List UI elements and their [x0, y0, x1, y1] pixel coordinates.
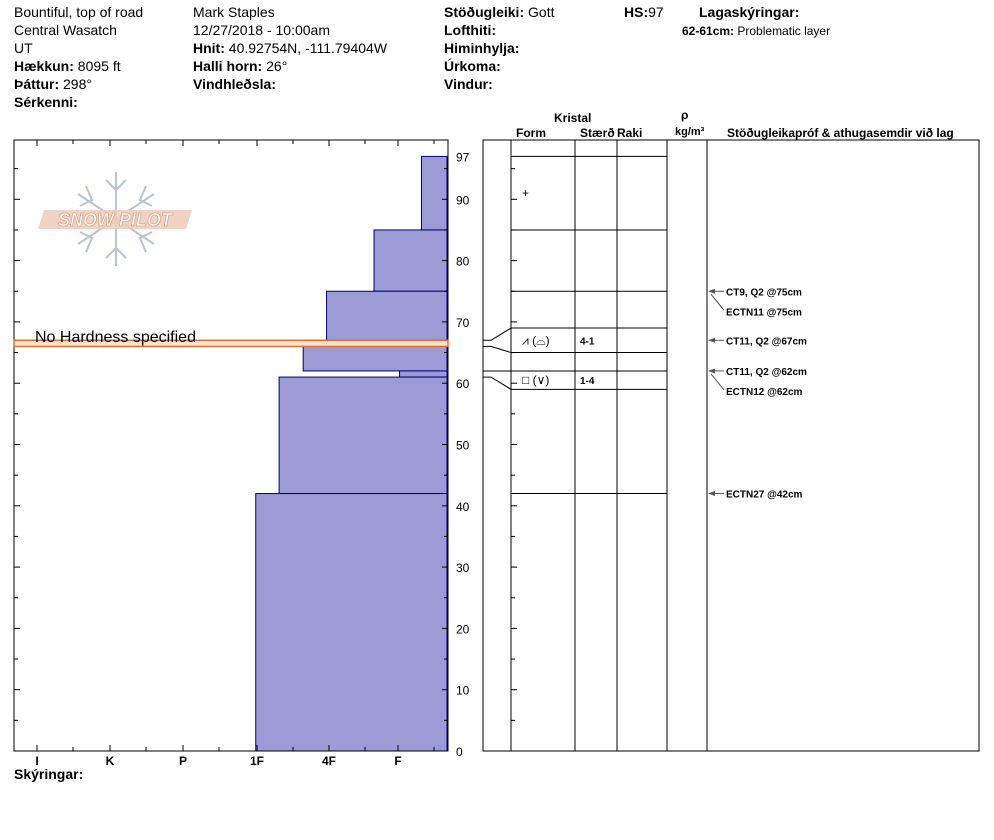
- sky-label: Himinhylja:: [444, 40, 520, 56]
- layer-note: 62-61cm: Problematic layer: [682, 23, 830, 39]
- depth-label: 20: [456, 622, 470, 636]
- logo-text: SNOW PILOT: [58, 210, 174, 230]
- slope: Halli horn: 26°: [193, 58, 287, 74]
- stability-test-label: ECTN27 @42cm: [726, 490, 803, 501]
- air-temp-label: Lofthiti:: [444, 22, 497, 38]
- location-name: Bountiful, top of road: [14, 4, 144, 20]
- crystal-size: 1-4: [580, 376, 595, 387]
- depth-label: 40: [456, 500, 470, 514]
- layer-note-depth: 62-61cm:: [682, 24, 735, 38]
- aspect-value: 298°: [63, 76, 92, 92]
- layer-table: [482, 139, 980, 752]
- hardness-bar: [326, 290, 448, 341]
- depth-label: 70: [456, 316, 470, 330]
- hs-value: 97: [648, 4, 664, 20]
- no-hardness-label: No Hardness specified: [35, 329, 196, 346]
- test-arrow-icon: [708, 491, 715, 497]
- density-unit-header: kg/m³: [675, 126, 705, 138]
- state-name: UT: [14, 40, 33, 56]
- problem-layer-band: [13, 339, 449, 348]
- crystal-form: +: [522, 186, 529, 200]
- notes-label: Skýringar:: [14, 766, 84, 782]
- layer-connector: [483, 376, 512, 390]
- tests-header: Stöðugleikapróf & athugasemdir við lag: [727, 126, 954, 140]
- stability-label: Stöðugleiki:: [444, 4, 525, 20]
- aspect: Þáttur: 298°: [14, 76, 92, 92]
- stability-test-label: ECTN11 @75cm: [726, 307, 802, 318]
- test-leader: [710, 293, 725, 311]
- crystal-form: □ (∨): [522, 373, 549, 387]
- hardness-label: K: [106, 754, 115, 768]
- hardness-bar: [255, 493, 448, 752]
- hardness-bar: [399, 370, 448, 378]
- precip-label: Úrkoma:: [444, 58, 501, 74]
- elevation: Hækkun: 8095 ft: [14, 58, 121, 74]
- test-leader: [710, 373, 725, 391]
- stability-test-label: CT11, Q2 @62cm: [726, 367, 807, 378]
- crystal-size: 4-1: [580, 336, 595, 347]
- crystal-header: Kristal: [554, 111, 592, 125]
- slope-value: 26°: [266, 58, 288, 74]
- features-label: Sérkenni:: [14, 94, 78, 110]
- range-name: Central Wasatch: [14, 22, 117, 38]
- depth-label: 50: [456, 439, 470, 453]
- aspect-label: Þáttur:: [14, 76, 60, 92]
- coordinates: Hnit: 40.92754N, -111.79404W: [193, 40, 387, 56]
- hardness-label: F: [394, 754, 401, 768]
- hardness-bar: [373, 229, 448, 292]
- observation-datetime: 12/27/2018 - 10:00am: [193, 22, 330, 38]
- snow-height: HS:97: [624, 4, 664, 20]
- snowpilot-logo: SNOW PILOT: [38, 172, 192, 266]
- coords-value: 40.92754N, -111.79404W: [228, 40, 388, 56]
- observer-name: Mark Staples: [193, 4, 275, 20]
- depth-label: 30: [456, 561, 470, 575]
- form-header: Form: [516, 126, 546, 140]
- layer-connector: [483, 327, 512, 341]
- hardness-chart-frame: [13, 139, 449, 752]
- depth-label: 80: [456, 255, 470, 269]
- hardness-bar: [278, 376, 448, 495]
- depth-label: 97: [456, 150, 470, 164]
- stability-test-label: ECTN12 @62cm: [726, 387, 803, 398]
- hardness-label: I: [35, 754, 38, 768]
- depth-label: 60: [456, 377, 470, 391]
- elevation-value: 8095 ft: [77, 58, 121, 74]
- layer-connector: [483, 345, 512, 354]
- stability-test-label: CT11, Q2 @67cm: [726, 336, 807, 347]
- test-arrow-icon: [708, 337, 715, 343]
- stability-value: Gott: [528, 4, 555, 20]
- test-arrow-icon: [708, 288, 715, 294]
- stability: Stöðugleiki: Gott: [444, 4, 554, 20]
- hardness-label: P: [179, 754, 187, 768]
- hardness-label: 4F: [322, 754, 336, 768]
- crystal-form: ⩘ (⌓): [522, 333, 550, 347]
- depth-label: 10: [456, 684, 470, 698]
- depth-label: 0: [456, 745, 463, 759]
- moisture-header: Raki: [617, 126, 643, 140]
- logo-band: [38, 210, 192, 229]
- wind-loading-label: Vindhleðsla:: [193, 76, 276, 92]
- hs-label: HS:: [624, 4, 649, 20]
- layer-note-text: Problematic layer: [737, 24, 831, 38]
- wind-label: Vindur:: [444, 76, 493, 92]
- hardness-label: 1F: [250, 754, 264, 768]
- rho-header: ρ: [681, 108, 689, 122]
- table-frame: [482, 139, 980, 752]
- coords-label: Hnit:: [193, 40, 225, 56]
- slope-label: Halli horn:: [193, 58, 263, 74]
- test-arrow-icon: [708, 368, 715, 374]
- size-header: Stærð: [580, 126, 615, 140]
- stability-test-label: CT9, Q2 @75cm: [726, 287, 802, 298]
- elevation-label: Hækkun:: [14, 58, 74, 74]
- layer-notes-label: Lagaskýringar:: [699, 4, 800, 20]
- depth-label: 90: [456, 193, 470, 207]
- hardness-bar: [420, 155, 448, 231]
